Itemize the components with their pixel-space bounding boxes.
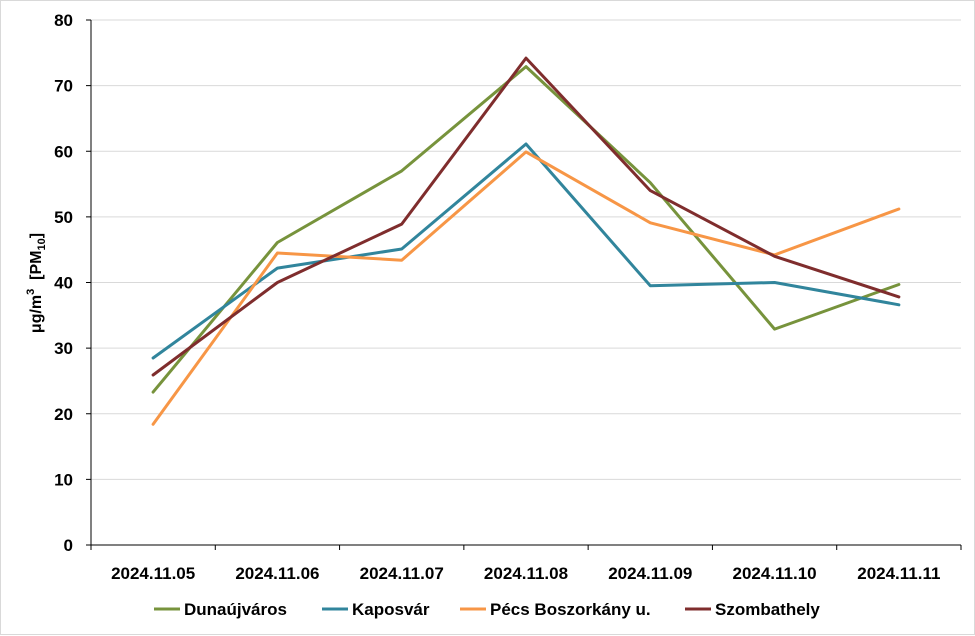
legend-label: Dunaújváros xyxy=(184,600,287,619)
x-tick-label: 2024.11.05 xyxy=(111,564,195,583)
y-tick-label: 60 xyxy=(54,142,73,161)
legend: Dunaújváros Kaposvár Pécs Boszorkány u. Szo… xyxy=(154,600,820,619)
y-tick-label: 80 xyxy=(54,11,73,30)
series-line-2 xyxy=(151,150,901,426)
series-line-0 xyxy=(151,65,901,394)
y-tick-label: 70 xyxy=(54,77,73,96)
x-tick-label: 2024.11.11 xyxy=(857,564,940,583)
y-tick-labels: 0 10 20 30 40 50 60 70 80 xyxy=(54,11,73,555)
x-tick-labels: 2024.11.05 2024.11.06 2024.11.07 2024.11.08… xyxy=(90,545,962,583)
axes xyxy=(90,20,961,546)
legend-label: Kaposvár xyxy=(352,600,430,619)
y-tick-label: 0 xyxy=(64,536,73,555)
legend-label: Pécs Boszorkány u. xyxy=(490,600,651,619)
series-lines xyxy=(151,56,901,426)
y-tick-label: 50 xyxy=(54,208,73,227)
x-tick-label: 2024.11.06 xyxy=(235,564,319,583)
y-axis-label-unit: μg/m xyxy=(28,295,45,333)
legend-label: Szombathely xyxy=(715,600,820,619)
x-tick-label: 2024.11.09 xyxy=(608,564,692,583)
x-tick-label: 2024.11.08 xyxy=(484,564,568,583)
x-tick-label: 2024.11.07 xyxy=(360,564,444,583)
x-tick-label: 2024.11.10 xyxy=(732,564,816,583)
y-tick-label: 30 xyxy=(54,339,73,358)
y-axis-label-superscript: 3 xyxy=(25,289,37,295)
y-tick-label: 10 xyxy=(54,470,73,489)
series-line-3 xyxy=(151,56,901,377)
y-axis-label: μg/m3 [PM10] xyxy=(25,233,48,333)
y-axis-label-close: ] xyxy=(28,233,45,238)
y-axis-label-pollutant: [PM xyxy=(28,251,45,280)
y-tick-label: 20 xyxy=(54,405,73,424)
y-tick-label: 40 xyxy=(54,274,73,293)
y-axis-label-subscript: 10 xyxy=(36,238,48,250)
series-line-1 xyxy=(151,142,901,360)
gridlines xyxy=(86,19,961,546)
